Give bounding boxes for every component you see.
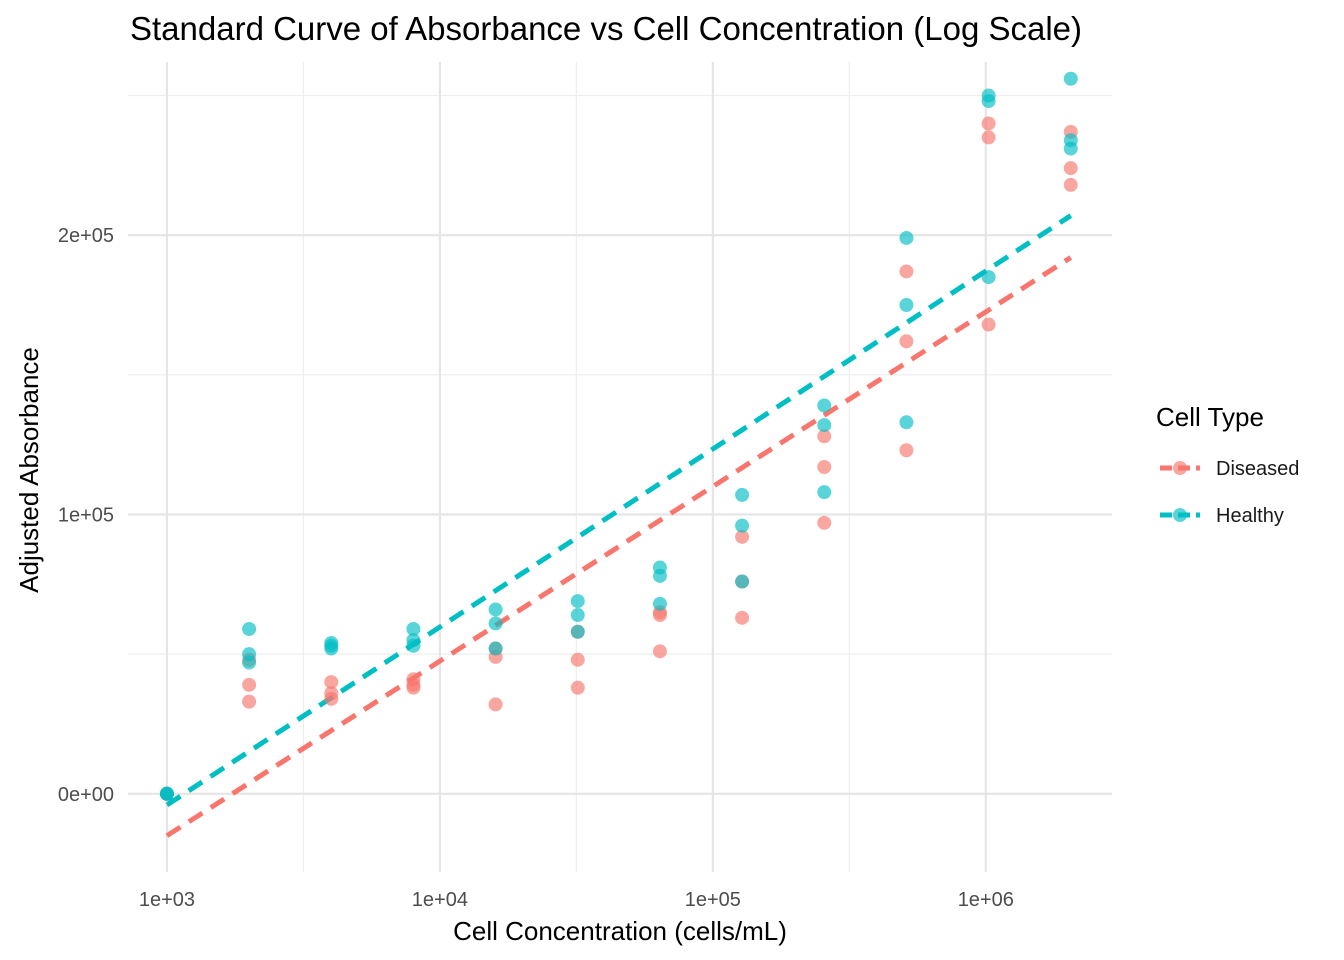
data-point-diseased [570,652,585,667]
data-point-diseased [817,429,832,444]
data-point-healthy [570,608,585,623]
data-point-healthy [735,574,750,589]
legend-title: Cell Type [1156,402,1264,432]
data-points [159,71,1078,801]
legend-key-point-healthy [1173,508,1187,522]
legend-label-healthy: Healthy [1216,505,1284,527]
data-point-healthy [242,622,257,636]
data-point-healthy [324,641,339,656]
legend-label-diseased: Diseased [1216,458,1299,480]
x-tick-label: 1e+04 [412,889,468,911]
y-axis-ticks: 0e+00 1e+05 2e+05 [58,225,114,806]
data-point-diseased [488,697,503,712]
data-point-healthy [1063,71,1078,86]
chart-title: Standard Curve of Absorbance vs Cell Con… [130,10,1082,47]
legend: Cell Type Diseased Healthy [1156,402,1299,527]
fit-line-diseased [165,255,1073,838]
x-axis-title: Cell Concentration (cells/mL) [453,916,787,946]
data-point-healthy [1063,141,1078,156]
y-axis-title: Adjusted Absorbance [14,347,44,593]
data-point-healthy [488,616,503,631]
data-point-diseased [981,116,996,131]
data-point-diseased [981,317,996,332]
data-point-healthy [735,487,750,502]
data-point-diseased [324,675,339,690]
x-tick-label: 1e+03 [139,889,195,911]
y-tick-label: 1e+05 [58,504,114,526]
data-point-diseased [406,680,421,695]
data-point-diseased [899,264,914,279]
data-point-healthy [242,655,257,670]
x-axis-ticks: 1e+03 1e+04 1e+05 1e+06 [139,889,1014,911]
data-point-healthy [570,594,585,609]
data-point-diseased [899,334,914,349]
data-point-healthy [570,624,585,639]
data-point-diseased [817,515,832,530]
data-point-healthy [159,786,174,801]
data-point-diseased [899,443,914,458]
data-point-healthy [981,94,996,109]
data-point-healthy [817,418,832,433]
data-point-diseased [1063,161,1078,176]
grid [128,62,1112,872]
data-point-diseased [242,677,257,692]
data-point-healthy [652,596,667,611]
data-point-healthy [817,485,832,500]
data-point-diseased [817,460,832,474]
fit-lines [165,213,1073,838]
data-point-healthy [899,415,914,430]
data-point-healthy [488,641,503,656]
data-point-healthy [406,638,421,653]
data-point-diseased [570,680,585,695]
data-point-healthy [899,298,914,312]
data-point-diseased [735,610,750,625]
x-tick-label: 1e+06 [958,889,1014,911]
data-point-healthy [899,230,914,245]
data-point-diseased [652,608,667,623]
data-point-healthy [406,622,421,636]
x-tick-label: 1e+05 [685,889,741,911]
data-point-healthy [652,568,667,583]
data-point-healthy [981,270,996,285]
data-point-healthy [817,398,832,413]
data-point-diseased [981,130,996,145]
legend-key-point-diseased [1173,461,1187,475]
y-tick-label: 0e+00 [58,784,114,806]
data-point-healthy [735,518,750,533]
data-point-diseased [652,644,667,659]
data-point-diseased [1063,177,1078,192]
legend-items: Diseased Healthy [1160,458,1299,527]
data-point-diseased [242,694,257,709]
y-tick-label: 2e+05 [58,225,114,247]
data-point-diseased [735,529,750,544]
data-point-diseased [324,691,339,706]
fit-line-healthy [165,213,1073,808]
data-point-healthy [488,602,503,617]
